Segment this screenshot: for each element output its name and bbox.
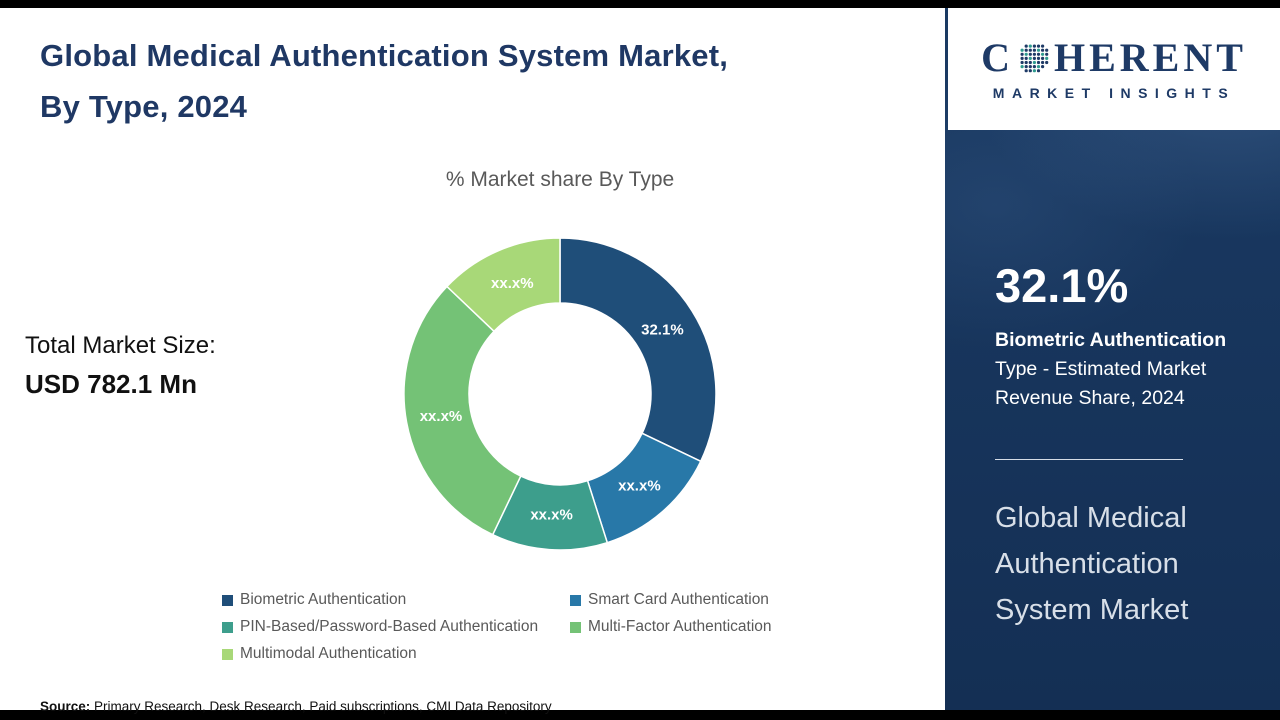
sidebar-panel: C HERENT MARKET INSIGHTS 32.1% Biometric… [945,8,1280,710]
pie-segment-label: 32.1% [641,322,684,339]
top-black-bar [0,0,1280,8]
pie-segment-4 [403,285,522,536]
pie-segment-label: xx.x% [618,477,661,494]
pie-segment-5 [445,237,561,333]
source-text: Primary Research, Desk Research, Paid su… [90,699,552,714]
brand-logo-wordmark: C HERENT [981,34,1247,80]
brand-logo-tagline: MARKET INSIGHTS [992,84,1236,101]
legend-item: Smart Card Authentication [570,591,772,609]
total-market-size-label: Total Market Size: [25,332,216,359]
highlight-stat-value: 32.1% [995,259,1129,312]
panel-divider [995,459,1183,460]
brand-logo: C HERENT MARKET INSIGHTS [948,8,1280,130]
highlight-stat-description: Biometric Authentication Type - Estimate… [995,326,1259,413]
legend-label: Multi-Factor Authentication [588,618,772,635]
legend-swatch [570,594,581,606]
legend-label: PIN-Based/Password-Based Authentication [240,618,539,635]
logo-letter-c: C [981,34,1014,80]
logo-letters-rest: HERENT [1053,34,1247,80]
legend-label: Biometric Authentication [240,591,407,608]
legend-swatch [222,648,233,660]
legend-item: Multi-Factor Authentication [570,618,772,636]
globe-dots-icon [1020,44,1049,72]
total-market-size: Total Market Size: USD 782.1 Mn [25,332,216,400]
legend-swatch [222,621,233,633]
pie-segment-label: xx.x% [530,507,573,524]
source-line: Source: Primary Research, Desk Research,… [40,699,552,714]
stat-desc-bold: Biometric Authentication [995,329,1227,351]
chart-legend: Biometric Authentication Smart Card Authe… [222,591,772,663]
source-prefix: Source: [40,699,91,714]
legend-label: Smart Card Authentication [588,591,769,608]
pie-segment-label: xx.x% [420,408,463,425]
stat-desc-rest: Type - Estimated Market Revenue Share, 2… [995,358,1207,409]
pie-segment-label: xx.x% [491,275,534,292]
legend-swatch [222,594,233,606]
main-content-area: Global Medical Authentication System Mar… [0,8,945,714]
legend-item: Multimodal Authentication [222,645,570,663]
market-name: Global Medical Authentication System Mar… [995,502,1189,626]
bottom-black-bar [0,710,1280,720]
legend-label: Multimodal Authentication [240,645,417,662]
legend-item: PIN-Based/Password-Based Authentication [222,618,570,636]
page-title-line2: By Type, 2024 [40,89,248,124]
pie-segment-1 [559,237,717,463]
donut-chart: 32.1% xx.x% xx.x% xx.x% xx.x% [403,237,717,551]
legend-swatch [570,621,581,633]
page-title: Global Medical Authentication System Mar… [40,30,728,132]
chart-subtitle: % Market share By Type [445,168,675,191]
total-market-size-value: USD 782.1 Mn [25,369,197,399]
legend-item: Biometric Authentication [222,591,570,609]
page-title-line1: Global Medical Authentication System Mar… [40,38,729,73]
